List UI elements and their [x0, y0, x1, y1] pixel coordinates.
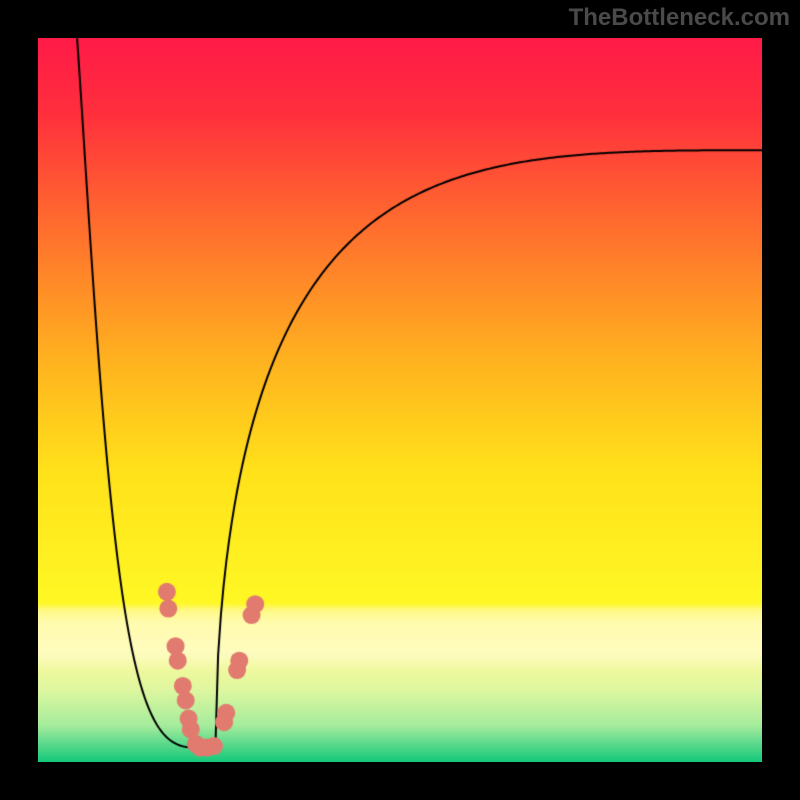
chart-canvas [38, 38, 762, 762]
chart-container: TheBottleneck.com [0, 0, 800, 800]
plot-area [38, 38, 762, 762]
watermark-text: TheBottleneck.com [569, 4, 790, 32]
